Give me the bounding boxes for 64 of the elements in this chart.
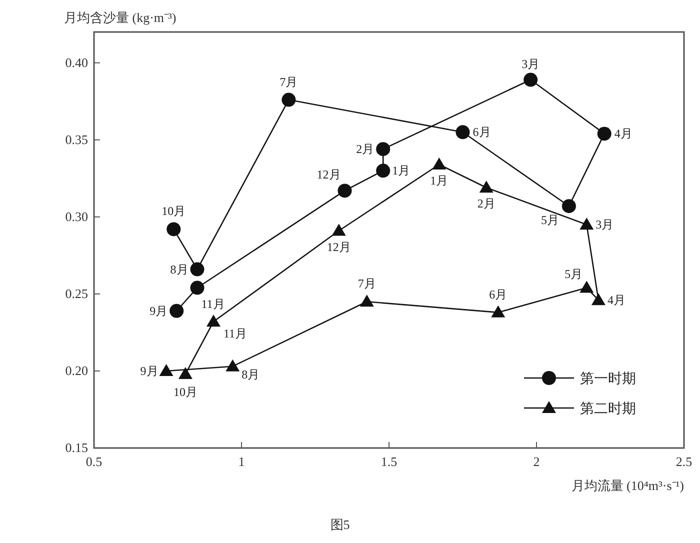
point bbox=[360, 294, 374, 307]
legend-label: 第一时期 bbox=[580, 371, 636, 387]
point bbox=[432, 158, 446, 170]
point bbox=[479, 180, 494, 193]
point bbox=[456, 125, 470, 140]
annotation: 12月 bbox=[326, 240, 351, 254]
point bbox=[580, 280, 594, 293]
annotation: 4月 bbox=[607, 293, 626, 308]
point bbox=[190, 280, 204, 295]
annotation: 6月 bbox=[472, 125, 491, 140]
annotation: 2月 bbox=[356, 142, 374, 156]
annotation: 8月 bbox=[170, 262, 188, 276]
annotation: 5月 bbox=[564, 266, 583, 281]
x-tick-label: 0.5 bbox=[86, 454, 102, 469]
point bbox=[206, 314, 220, 327]
annotation: 1月 bbox=[430, 174, 448, 188]
point bbox=[338, 184, 352, 198]
x-tick-label: 2.5 bbox=[676, 454, 692, 469]
point bbox=[178, 367, 192, 380]
annotation: 7月 bbox=[358, 276, 376, 291]
point bbox=[491, 305, 506, 318]
x-tick-label: 1 bbox=[238, 454, 245, 469]
point bbox=[591, 293, 606, 306]
point bbox=[282, 92, 296, 107]
x-tick-label: 2 bbox=[533, 454, 540, 469]
annotation: 9月 bbox=[140, 364, 158, 378]
point bbox=[376, 142, 390, 156]
point bbox=[524, 72, 538, 87]
annotation: 3月 bbox=[522, 56, 540, 71]
annotation: 12月 bbox=[316, 168, 341, 182]
x-tick-label: 1.5 bbox=[380, 454, 398, 469]
y-tick-label: 0.30 bbox=[65, 208, 88, 224]
annotation: 6月 bbox=[489, 287, 508, 302]
y-axis-title: 月均含沙量 (kg·m⁻³) bbox=[64, 10, 176, 25]
caption: 图5 bbox=[330, 517, 350, 532]
x-axis-title: 月均流量 (10⁴m³·s⁻¹) bbox=[571, 478, 684, 493]
legend-label: 第二时期 bbox=[580, 401, 636, 417]
point bbox=[166, 222, 181, 236]
point bbox=[332, 224, 346, 236]
annotation: 5月 bbox=[540, 213, 559, 228]
point bbox=[580, 218, 594, 230]
annotation: 7月 bbox=[280, 74, 298, 89]
point bbox=[170, 304, 184, 318]
annotation: 9月 bbox=[150, 304, 168, 318]
annotation: 10月 bbox=[162, 204, 186, 218]
annotation: 3月 bbox=[596, 218, 614, 232]
y-tick-label: 0.20 bbox=[65, 362, 88, 378]
point bbox=[597, 126, 612, 141]
annotation: 11月 bbox=[201, 296, 225, 311]
y-tick-label: 0.35 bbox=[65, 132, 88, 147]
annotation: 1月 bbox=[392, 164, 410, 178]
point bbox=[226, 359, 240, 372]
annotation: 10月 bbox=[173, 385, 198, 400]
point bbox=[159, 364, 174, 376]
annotation: 2月 bbox=[477, 196, 496, 211]
y-tick-label: 0.40 bbox=[65, 54, 88, 70]
point bbox=[376, 164, 390, 178]
annotation: 11月 bbox=[223, 326, 248, 341]
annotation: 8月 bbox=[242, 367, 260, 382]
annotation: 4月 bbox=[614, 126, 632, 141]
y-tick-label: 0.15 bbox=[65, 440, 88, 455]
point bbox=[190, 262, 204, 276]
y-tick-label: 0.25 bbox=[65, 286, 88, 301]
point bbox=[562, 199, 576, 214]
